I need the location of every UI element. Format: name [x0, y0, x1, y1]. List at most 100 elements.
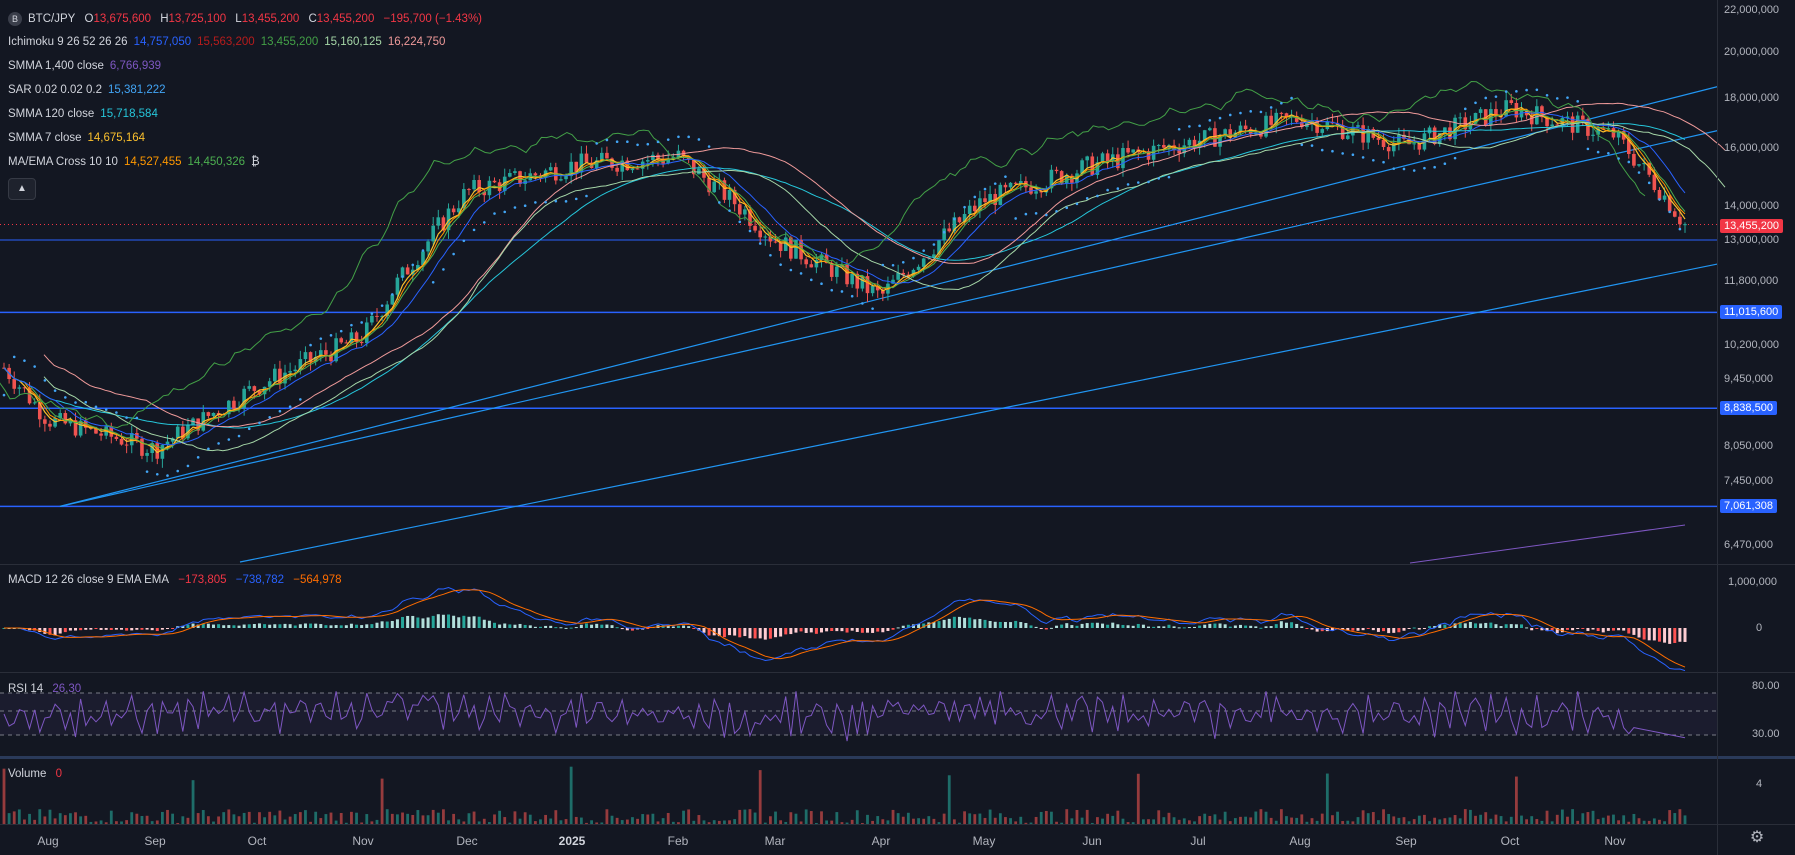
- candle-body: [645, 160, 650, 162]
- indicator-value: 15,563,200: [197, 36, 255, 48]
- macd-histogram-bar: [600, 624, 604, 628]
- candle-body: [145, 453, 149, 456]
- macd-label[interactable]: MACD 12 26 close 9 EMA EMA: [8, 574, 170, 586]
- macd-histogram-bar: [1320, 628, 1324, 632]
- candle-body: [206, 412, 211, 416]
- ohlc-change: −195,700 (−1.43%): [383, 13, 483, 26]
- indicator-legend-row[interactable]: SMMA 1,400 close 6,766,939: [8, 60, 167, 72]
- price-axis-label: 20,000,000: [1724, 46, 1780, 58]
- volume-bar: [1514, 776, 1518, 824]
- volume-bar: [360, 822, 364, 824]
- candle-body: [1366, 129, 1371, 143]
- pane-divider-rsi[interactable]: [0, 672, 1795, 673]
- macd-histogram-bar: [1198, 625, 1202, 628]
- macd-histogram-bar: [676, 625, 680, 628]
- time-axis-label: Oct: [247, 834, 267, 848]
- volume-bar: [1433, 817, 1437, 824]
- sar-dot: [564, 200, 568, 203]
- macd-histogram-bar: [876, 628, 880, 632]
- candle-body: [1345, 135, 1350, 139]
- macd-histogram-bar: [947, 618, 951, 628]
- volume-bar: [462, 821, 466, 824]
- volume-bar: [533, 821, 537, 824]
- pane-divider-volume[interactable]: [0, 756, 1795, 759]
- price-axis-label: 18,000,000: [1724, 92, 1780, 104]
- price-level-tag[interactable]: 11,015,600: [1720, 305, 1783, 319]
- sar-dot: [227, 438, 231, 441]
- volume-bar: [1295, 817, 1299, 824]
- rsi-label[interactable]: RSI 14: [8, 683, 44, 695]
- macd-histogram-bar: [922, 623, 926, 628]
- volume-bar: [769, 816, 772, 824]
- gear-icon[interactable]: ⚙: [1749, 829, 1765, 846]
- candle-body: [1008, 182, 1013, 188]
- volume-bar: [1085, 809, 1089, 824]
- macd-histogram-bar: [825, 628, 829, 632]
- pane-divider-macd[interactable]: [0, 564, 1795, 565]
- indicator-legend-row[interactable]: SMMA 120 close 15,718,584: [8, 108, 164, 120]
- volume-bar: [1545, 810, 1549, 824]
- symbol-name[interactable]: BTC/JPY: [28, 13, 76, 26]
- indicator-legend-row[interactable]: MA/EMA Cross 10 10 14,527,455 14,450,326 ₿: [8, 156, 266, 168]
- candle-body: [426, 241, 430, 252]
- candle-body: [1254, 132, 1258, 135]
- candle-body: [1417, 143, 1422, 150]
- macd-histogram-bar: [1468, 621, 1472, 628]
- indicator-legend-row[interactable]: SMMA 7 close 14,675,164: [8, 132, 151, 144]
- candle-body: [303, 352, 308, 360]
- volume-bar: [355, 812, 358, 824]
- macd-histogram-bar: [523, 624, 527, 628]
- macd-histogram-bar: [620, 628, 624, 630]
- volume-bar: [1596, 819, 1600, 824]
- volume-bar: [1039, 811, 1043, 824]
- candle-body: [753, 225, 757, 231]
- macd-histogram-bar: [1647, 628, 1651, 641]
- candle-body: [359, 341, 364, 344]
- volume-bar: [901, 816, 905, 824]
- ma-cross-line: [3, 108, 1686, 452]
- indicator-legend-row[interactable]: Ichimoku 9 26 52 26 26 14,757,050 15,563,2…: [8, 36, 451, 48]
- candle-body: [114, 436, 119, 440]
- candle-body: [794, 240, 798, 259]
- sar-dot: [1055, 209, 1058, 213]
- candle-body: [416, 265, 420, 270]
- volume-bar: [298, 812, 302, 824]
- indicator-legend-row[interactable]: SAR 0.02 0.02 0.2 15,381,222: [8, 84, 172, 96]
- macd-histogram-bar: [646, 628, 650, 629]
- candle-body: [436, 217, 441, 226]
- macd-histogram-bar: [329, 625, 333, 628]
- volume-label[interactable]: Volume: [8, 768, 47, 780]
- volume-bar: [937, 822, 941, 824]
- macd-histogram-bar: [1187, 627, 1191, 629]
- sar-dot: [687, 135, 690, 139]
- volume-bar: [1438, 819, 1442, 824]
- macd-histogram-bar: [860, 628, 864, 633]
- volume-bar: [564, 819, 568, 824]
- volume-bar: [1571, 809, 1574, 824]
- volume-bar: [835, 812, 839, 824]
- sar-dot: [799, 272, 803, 275]
- candle-body: [1054, 169, 1059, 172]
- price-level-tag[interactable]: 13,455,200: [1720, 219, 1784, 233]
- sar-dot: [135, 416, 139, 420]
- sar-dot: [850, 294, 854, 298]
- macd-histogram-bar: [1244, 625, 1248, 628]
- macd-histogram-bar: [283, 623, 287, 628]
- macd-histogram-bar: [1121, 624, 1125, 628]
- macd-histogram-bar: [395, 619, 399, 628]
- volume-bar: [1285, 816, 1288, 824]
- macd-histogram-bar: [1494, 624, 1498, 628]
- collapse-legend-button[interactable]: ▲: [8, 178, 36, 200]
- sar-dot: [861, 302, 864, 305]
- macd-histogram-bar: [1504, 624, 1508, 628]
- volume-bar: [1055, 821, 1058, 824]
- candle-body: [405, 267, 410, 275]
- price-level-tag[interactable]: 7,061,308: [1720, 499, 1777, 513]
- sar-dot: [656, 140, 660, 144]
- volume-bar: [1423, 814, 1426, 824]
- macd-histogram-bar: [830, 628, 834, 631]
- macd-histogram-bar: [140, 628, 144, 630]
- price-level-tag[interactable]: 8,838,500: [1720, 401, 1777, 415]
- candle-body: [732, 189, 737, 205]
